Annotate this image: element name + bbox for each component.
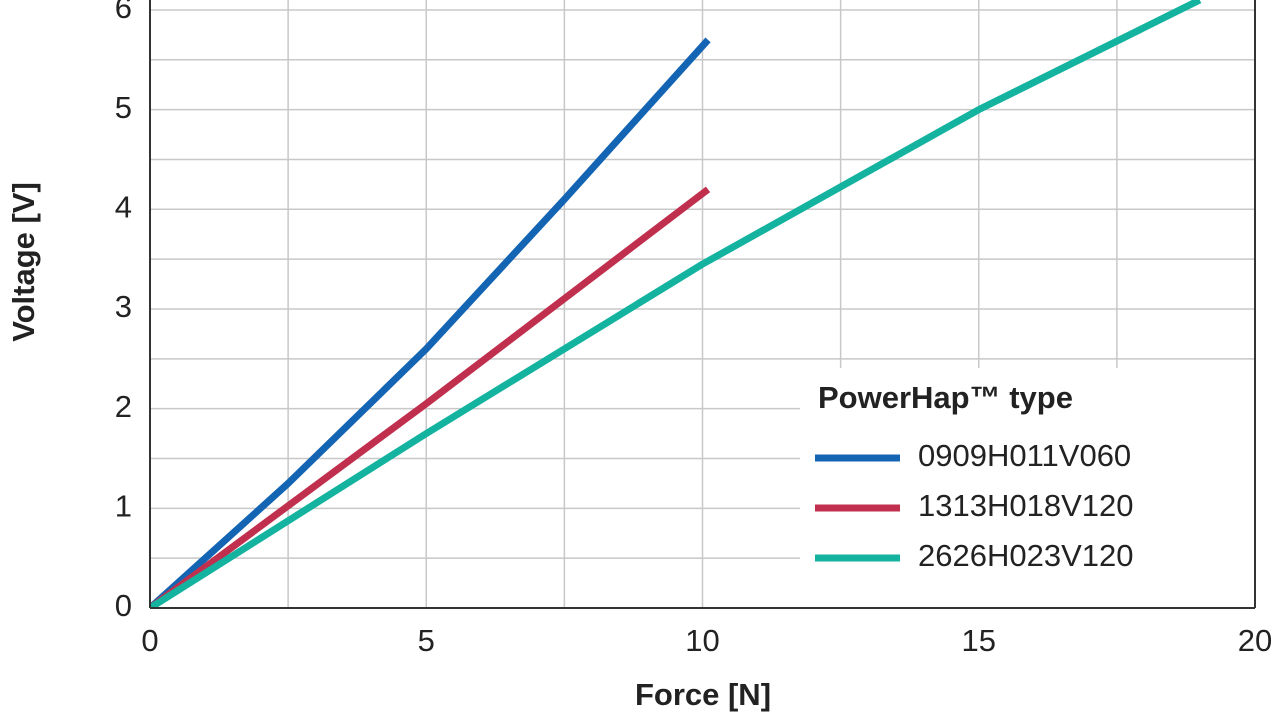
legend-box <box>800 368 1255 608</box>
y-axis-title: Voltage [V] <box>6 182 41 342</box>
legend-label: 0909H011V060 <box>918 438 1131 473</box>
series-line <box>150 0 1202 608</box>
y-tick-label: 1 <box>115 489 132 524</box>
legend: PowerHap™ type 0909H011V060 1313H018V120 2… <box>800 368 1255 608</box>
series-line <box>150 186 711 608</box>
y-tick-label: 2 <box>115 389 132 424</box>
legend-title: PowerHap™ type <box>818 380 1073 415</box>
x-tick-label: 5 <box>418 623 435 658</box>
series-line <box>150 37 711 608</box>
x-tick-label: 20 <box>1238 623 1272 658</box>
legend-label: 2626H023V120 <box>918 538 1133 573</box>
x-axis-title: Force [N] <box>635 677 771 712</box>
y-tick-label: 3 <box>115 289 132 324</box>
x-tick-label: 15 <box>962 623 996 658</box>
y-tick-label: 4 <box>115 189 132 224</box>
plot-lines <box>150 0 1202 608</box>
y-tick-label: 5 <box>115 90 132 125</box>
x-tick-label: 10 <box>685 623 719 658</box>
x-tick-label: 0 <box>141 623 158 658</box>
y-tick-label: 0 <box>115 588 132 623</box>
legend-label: 1313H018V120 <box>918 488 1133 523</box>
y-tick-label: 6 <box>115 0 132 25</box>
